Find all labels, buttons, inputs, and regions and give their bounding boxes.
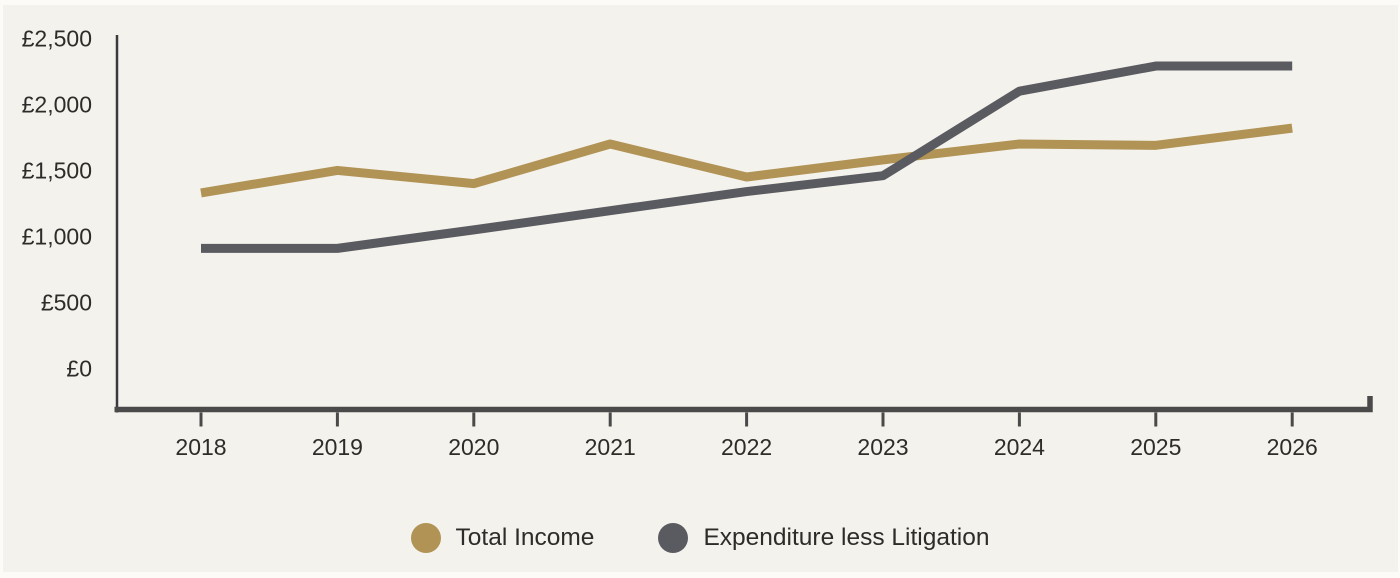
- x-tick-label: 2022: [721, 434, 772, 460]
- page-edge-top: [0, 0, 1400, 5]
- y-tick-label: £0: [66, 356, 92, 382]
- legend-label-total-income: Total Income: [455, 524, 595, 551]
- series-line-0: [200, 123, 1293, 198]
- x-tick-label: 2021: [585, 434, 636, 460]
- y-tick-label: £1,500: [22, 157, 92, 183]
- series-line-1: [201, 61, 1293, 253]
- line-chart: 2018 2019 2020 2021 2022 2023 2024 2025 2026 £0 £5…: [22, 25, 1373, 460]
- y-tick-label: £2,500: [22, 25, 92, 51]
- x-tick-label: 2020: [448, 434, 499, 460]
- x-axis-line: [114, 396, 1373, 413]
- x-tick-label: 2025: [1130, 434, 1181, 460]
- y-tick-label: £500: [41, 290, 92, 316]
- x-tick-label: 2024: [994, 434, 1045, 460]
- page-edge-bottom: [0, 572, 1400, 578]
- legend-dot-expenditure-icon: [658, 523, 689, 553]
- x-tick-label: 2026: [1267, 434, 1318, 460]
- legend-item-total-income: Total Income: [410, 523, 595, 553]
- page-edge-left: [0, 0, 3, 578]
- y-tick-label: £1,000: [22, 223, 92, 249]
- x-tick-label: 2023: [857, 434, 908, 460]
- x-tick-label: 2018: [175, 434, 226, 460]
- legend-dot-total-income-icon: [410, 523, 441, 553]
- legend-label-expenditure: Expenditure less Litigation: [703, 524, 990, 551]
- x-tick-label: 2019: [312, 434, 363, 460]
- chart-legend: Total Income Expenditure less Litigation: [0, 521, 1400, 555]
- y-tick-label: £2,000: [22, 91, 92, 117]
- legend-item-expenditure: Expenditure less Litigation: [658, 523, 989, 553]
- page-edge-right: [1398, 0, 1400, 578]
